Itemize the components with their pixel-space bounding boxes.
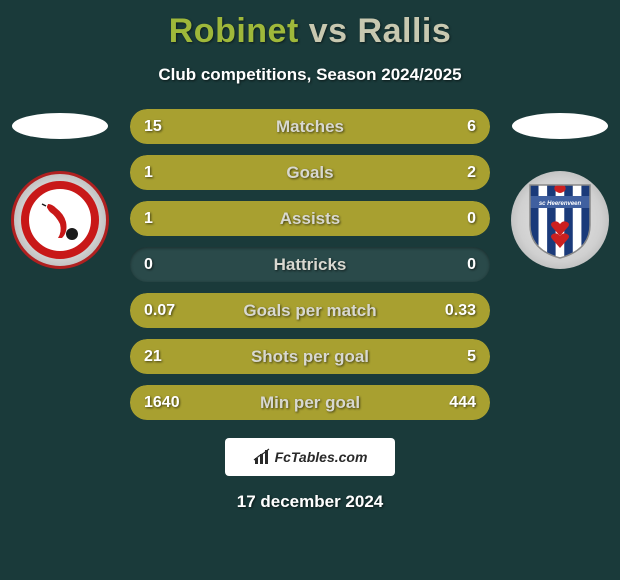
stat-bar: 1640 Min per goal 444 [130,385,490,420]
stat-value-left: 1640 [144,394,180,412]
right-side: sc Heerenveen [505,109,615,269]
svg-text:sc Heerenveen: sc Heerenveen [539,201,582,207]
stat-label: Min per goal [260,393,360,413]
club-badge-right: sc Heerenveen [511,171,609,269]
stat-value-left: 15 [144,118,162,136]
stat-value-left: 21 [144,348,162,366]
player-left-silhouette [12,113,108,139]
stat-label: Goals [286,163,333,183]
stat-value-left: 1 [144,210,153,228]
stat-value-right: 444 [449,394,476,412]
stat-value-left: 1 [144,164,153,182]
stat-value-right: 2 [467,164,476,182]
stat-bar: 15 Matches 6 [130,109,490,144]
stat-bar: 21 Shots per goal 5 [130,339,490,374]
comparison-main: 15 Matches 6 1 Goals 2 1 Assists 0 [0,109,620,420]
stat-label: Hattricks [274,255,347,275]
player-right-name: Rallis [358,12,452,50]
subtitle: Club competitions, Season 2024/2025 [158,65,461,85]
stat-value-right: 0.33 [445,302,476,320]
stat-bar: 1 Goals 2 [130,155,490,190]
stat-value-right: 5 [467,348,476,366]
club-badge-left-inner [21,181,99,259]
player-left-name: Robinet [169,12,299,50]
stat-bar: 1 Assists 0 [130,201,490,236]
flamingo-icon [36,196,84,244]
vs-separator: vs [309,12,348,50]
stat-value-left: 0 [144,256,153,274]
stat-value-right: 6 [467,118,476,136]
heerenveen-shield-icon: sc Heerenveen [525,180,595,260]
left-side [5,109,115,269]
club-badge-left [11,171,109,269]
stat-value-right: 0 [467,210,476,228]
bar-fill-left [130,109,387,144]
stat-label: Assists [280,209,340,229]
stat-label: Matches [276,117,344,137]
bar-fill-right [421,339,490,374]
date: 17 december 2024 [237,492,384,512]
comparison-title: Robinet vs Rallis [169,12,452,51]
player-right-silhouette [512,113,608,139]
stat-bar: 0.07 Goals per match 0.33 [130,293,490,328]
stat-label: Goals per match [243,301,376,321]
stat-bar: 0 Hattricks 0 [130,247,490,282]
stat-value-right: 0 [467,256,476,274]
brand-name: FcTables.com [275,449,368,465]
stat-label: Shots per goal [251,347,369,367]
stat-value-left: 0.07 [144,302,175,320]
brand-footer: FcTables.com [225,438,395,476]
stat-bars: 15 Matches 6 1 Goals 2 1 Assists 0 [130,109,490,420]
chart-icon [253,448,271,466]
